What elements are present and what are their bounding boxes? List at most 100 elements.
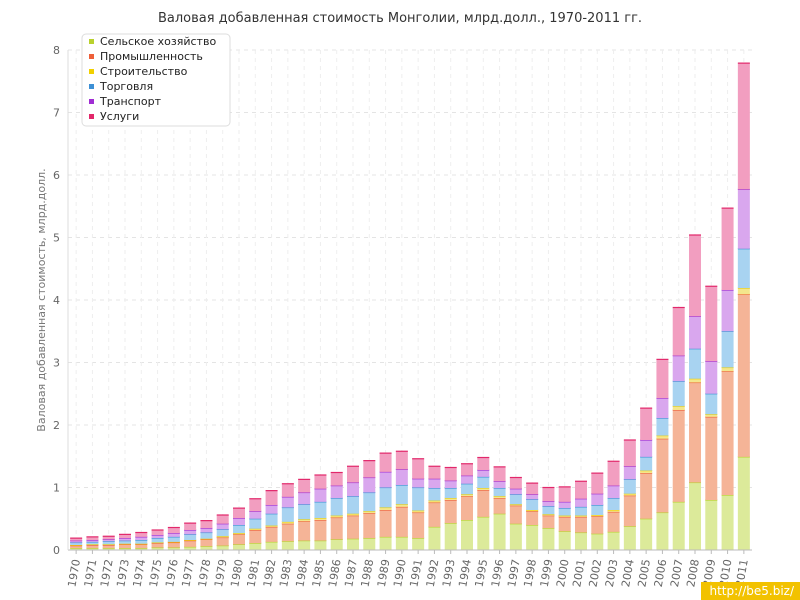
- bar-segment[interactable]: [314, 519, 327, 541]
- bar-segment[interactable]: [216, 545, 229, 550]
- bar-segment[interactable]: [86, 543, 99, 545]
- bar-segment[interactable]: [200, 520, 213, 529]
- bar-segment[interactable]: [249, 529, 262, 544]
- bar-segment[interactable]: [607, 497, 620, 510]
- bar-segment[interactable]: [184, 522, 197, 530]
- bar-segment[interactable]: [281, 506, 294, 522]
- bar-segment[interactable]: [591, 514, 604, 517]
- bar-segment[interactable]: [216, 528, 229, 537]
- bar-segment[interactable]: [477, 456, 490, 471]
- bar-segment[interactable]: [70, 545, 83, 549]
- bar-segment[interactable]: [623, 495, 636, 527]
- bar-segment[interactable]: [656, 397, 669, 419]
- bar-segment[interactable]: [330, 538, 343, 550]
- bar-segment[interactable]: [379, 452, 392, 472]
- bar-segment[interactable]: [640, 456, 653, 471]
- bar-segment[interactable]: [591, 515, 604, 534]
- bar-segment[interactable]: [151, 541, 164, 544]
- bar-segment[interactable]: [86, 536, 99, 540]
- bar-segment[interactable]: [640, 518, 653, 550]
- bar-segment[interactable]: [265, 526, 278, 542]
- bar-segment[interactable]: [200, 538, 213, 540]
- bar-segment[interactable]: [477, 469, 490, 477]
- bar-segment[interactable]: [656, 417, 669, 436]
- bar-segment[interactable]: [656, 511, 669, 551]
- bar-segment[interactable]: [347, 481, 359, 497]
- bar-segment[interactable]: [347, 515, 359, 539]
- bar-segment[interactable]: [363, 512, 376, 539]
- bar-segment[interactable]: [444, 487, 457, 499]
- bar-segment[interactable]: [119, 537, 131, 541]
- bar-segment[interactable]: [656, 435, 669, 439]
- bar-segment[interactable]: [542, 486, 555, 502]
- bar-segment[interactable]: [151, 529, 164, 535]
- bar-segment[interactable]: [542, 505, 555, 515]
- bar-segment[interactable]: [558, 530, 571, 550]
- bar-segment[interactable]: [542, 515, 555, 529]
- bar-segment[interactable]: [298, 478, 311, 493]
- bar-segment[interactable]: [184, 533, 197, 540]
- bar-segment[interactable]: [379, 506, 392, 511]
- bar-segment[interactable]: [412, 478, 425, 488]
- bar-segment[interactable]: [575, 516, 587, 533]
- bar-segment[interactable]: [526, 498, 539, 510]
- bar-segment[interactable]: [623, 525, 636, 550]
- bar-segment[interactable]: [672, 405, 685, 410]
- bar-segment[interactable]: [575, 506, 587, 516]
- bar-segment[interactable]: [216, 523, 229, 530]
- bar-segment[interactable]: [135, 543, 148, 549]
- bar-segment[interactable]: [477, 516, 490, 550]
- bar-segment[interactable]: [428, 478, 441, 489]
- bar-segment[interactable]: [461, 519, 473, 550]
- bar-segment[interactable]: [607, 509, 620, 512]
- bar-segment[interactable]: [493, 495, 506, 499]
- bar-segment[interactable]: [86, 544, 99, 549]
- bar-segment[interactable]: [444, 522, 457, 550]
- bar-segment[interactable]: [428, 500, 441, 503]
- bar-segment[interactable]: [689, 234, 701, 317]
- bar-segment[interactable]: [379, 471, 392, 488]
- bar-segment[interactable]: [444, 480, 457, 489]
- bar-segment[interactable]: [689, 315, 701, 349]
- bar-segment[interactable]: [233, 533, 245, 545]
- bar-segment[interactable]: [575, 480, 587, 499]
- bar-segment[interactable]: [412, 511, 425, 539]
- bar-segment[interactable]: [737, 456, 750, 550]
- bar-segment[interactable]: [721, 330, 734, 368]
- bar-segment[interactable]: [395, 536, 408, 550]
- bar-segment[interactable]: [363, 537, 376, 550]
- bar-segment[interactable]: [184, 539, 197, 541]
- bar-segment[interactable]: [412, 510, 425, 513]
- bar-segment[interactable]: [721, 289, 734, 332]
- bar-segment[interactable]: [509, 505, 522, 524]
- bar-segment[interactable]: [493, 480, 506, 489]
- bar-segment[interactable]: [330, 515, 343, 518]
- bar-segment[interactable]: [281, 523, 294, 542]
- bar-segment[interactable]: [216, 536, 229, 546]
- bar-segment[interactable]: [591, 504, 604, 515]
- bar-segment[interactable]: [119, 540, 131, 544]
- bar-segment[interactable]: [102, 540, 115, 545]
- bar-segment[interactable]: [493, 513, 506, 550]
- bar-segment[interactable]: [444, 499, 457, 524]
- bar-segment[interactable]: [640, 439, 653, 457]
- bar-segment[interactable]: [395, 468, 408, 485]
- bar-segment[interactable]: [363, 510, 376, 514]
- bar-segment[interactable]: [233, 507, 245, 519]
- bar-segment[interactable]: [102, 535, 115, 540]
- bar-segment[interactable]: [70, 544, 83, 546]
- bar-segment[interactable]: [249, 542, 262, 550]
- bar-segment[interactable]: [672, 306, 685, 356]
- bar-segment[interactable]: [672, 380, 685, 407]
- bar-segment[interactable]: [330, 471, 343, 486]
- bar-segment[interactable]: [623, 465, 636, 480]
- bar-segment[interactable]: [249, 510, 262, 519]
- bar-segment[interactable]: [509, 488, 522, 495]
- bar-segment[interactable]: [265, 490, 278, 505]
- bar-segment[interactable]: [721, 494, 734, 550]
- bar-segment[interactable]: [591, 533, 604, 550]
- bar-segment[interactable]: [640, 407, 653, 440]
- bar-segment[interactable]: [558, 515, 571, 517]
- bar-segment[interactable]: [591, 493, 604, 505]
- bar-segment[interactable]: [526, 524, 539, 550]
